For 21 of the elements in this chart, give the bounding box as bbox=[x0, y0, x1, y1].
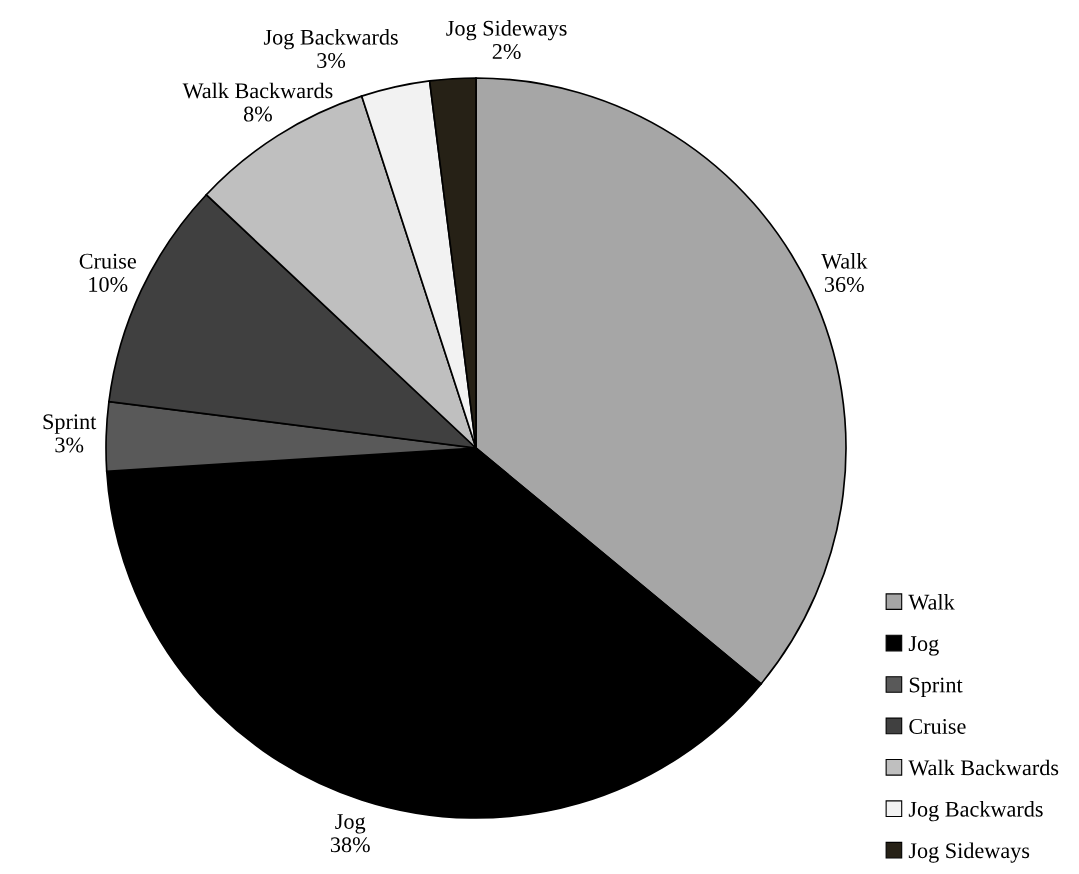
legend-label: Jog Backwards bbox=[908, 801, 1043, 822]
data-label: 3% bbox=[317, 53, 346, 69]
data-label: 8% bbox=[243, 106, 272, 122]
slice-label: Jog Backwards bbox=[263, 29, 398, 50]
data-label: 36% bbox=[824, 276, 864, 292]
legend-label: Jog Sideways bbox=[908, 842, 1030, 863]
data-label: 3% bbox=[55, 437, 84, 453]
slice-label: Jog bbox=[335, 814, 366, 834]
data-label: 38% bbox=[330, 837, 370, 853]
legend-label: Cruise bbox=[909, 718, 966, 734]
data-label: 2% bbox=[492, 44, 521, 60]
slice-label: Walk Backwards bbox=[182, 82, 333, 99]
legend-label: Sprint bbox=[909, 677, 963, 698]
slice-label: Jog Sideways bbox=[446, 20, 567, 41]
legend-label: Walk bbox=[908, 594, 955, 610]
data-label: 10% bbox=[89, 276, 128, 292]
slice-label: Cruise bbox=[79, 253, 136, 269]
legend-label: Walk Backwards bbox=[908, 759, 1059, 776]
slice-label: Walk bbox=[821, 253, 868, 269]
legend-label: Jog bbox=[908, 636, 939, 656]
slice-label: Sprint bbox=[43, 414, 97, 434]
